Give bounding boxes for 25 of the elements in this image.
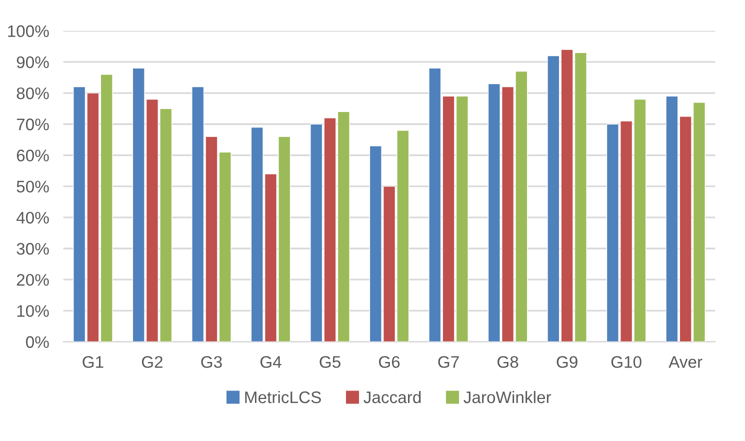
legend-label: MetricLCS [245,390,321,404]
x-tick-label: G2 [142,356,162,368]
y-tick-label: 100% [8,25,49,38]
x-tick-label: G4 [260,356,282,368]
x-tick-label: G10 [611,356,642,368]
x-tick-label: Aver [668,356,702,368]
x-tick-label: G9 [556,356,578,368]
y-tick-label: 70% [16,118,49,130]
y-tick-label: 90% [16,56,49,68]
y-tick-label: 80% [16,87,49,100]
y-tick-label: 50% [16,180,49,193]
y-tick-label: 40% [16,212,49,224]
y-tick-label: 60% [16,150,49,162]
x-tick-label: G5 [320,356,340,368]
x-tick-label: G7 [438,356,459,368]
y-tick-label: 0% [26,336,49,348]
y-tick-label: 30% [16,242,49,255]
x-tick-label: G1 [82,356,104,368]
x-tick-label: G8 [498,356,518,368]
legend-label: Jaccard [364,390,421,404]
x-tick-label: G3 [201,356,222,368]
legend-label: JaroWinkler [464,390,552,404]
x-tick-label: G6 [378,356,400,368]
y-tick-label: 10% [17,305,49,317]
y-tick-label: 20% [16,274,49,286]
